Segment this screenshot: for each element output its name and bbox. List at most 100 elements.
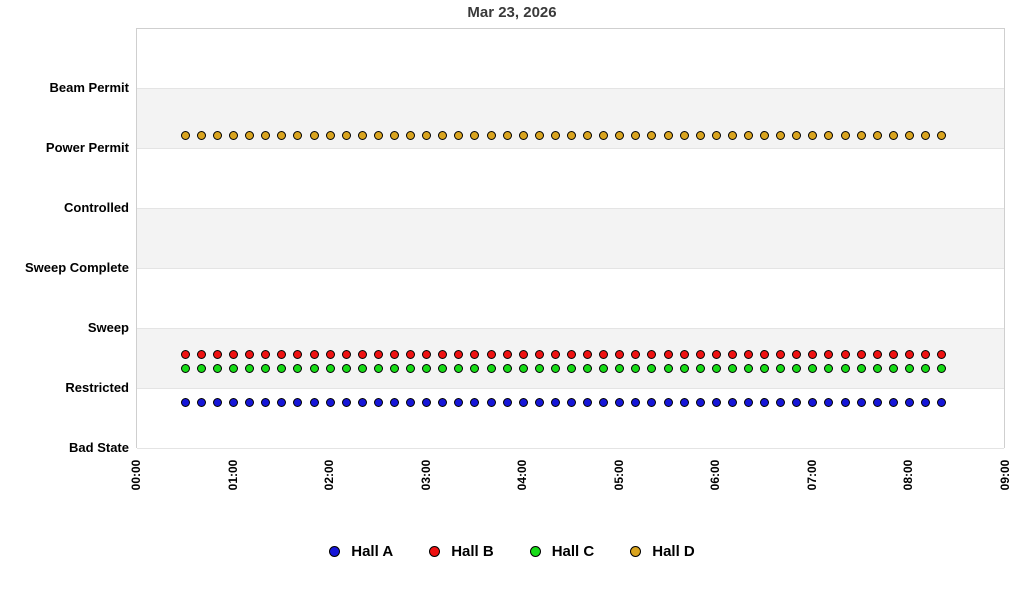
data-point-hall-b xyxy=(776,349,786,359)
data-point-hall-c xyxy=(245,363,255,373)
data-point-hall-a xyxy=(438,398,448,408)
data-point-hall-b xyxy=(373,349,383,359)
data-point-hall-b xyxy=(921,349,931,359)
y-axis-label-sweep: Sweep xyxy=(87,320,129,335)
data-point-hall-b xyxy=(470,349,480,359)
data-point-hall-d xyxy=(711,131,721,141)
data-point-hall-b xyxy=(212,349,222,359)
data-point-hall-b xyxy=(550,349,560,359)
data-point-hall-b xyxy=(406,349,416,359)
data-point-hall-d xyxy=(373,131,383,141)
data-point-hall-d xyxy=(245,131,255,141)
data-point-hall-c xyxy=(808,363,818,373)
data-point-hall-a xyxy=(904,398,914,408)
data-point-hall-b xyxy=(727,349,737,359)
data-point-hall-d xyxy=(792,131,802,141)
data-point-hall-d xyxy=(840,131,850,141)
data-point-hall-b xyxy=(454,349,464,359)
data-point-hall-c xyxy=(727,363,737,373)
data-point-hall-d xyxy=(583,131,593,141)
data-point-hall-c xyxy=(631,363,641,373)
legend-item-hall-b: Hall B xyxy=(429,543,494,560)
legend: Hall A Hall B Hall C Hall D xyxy=(0,543,1024,560)
data-point-hall-c xyxy=(277,363,287,373)
data-point-hall-c xyxy=(583,363,593,373)
data-point-hall-b xyxy=(904,349,914,359)
data-point-hall-b xyxy=(711,349,721,359)
data-point-hall-b xyxy=(937,349,947,359)
band xyxy=(137,269,1004,329)
band xyxy=(137,29,1004,89)
data-point-hall-b xyxy=(631,349,641,359)
legend-item-hall-a: Hall A xyxy=(329,543,393,560)
data-point-hall-c xyxy=(615,363,625,373)
x-axis-label-08-00: 08:00 xyxy=(901,459,916,491)
data-point-hall-d xyxy=(663,131,673,141)
y-axis-label-bad-state: Bad State xyxy=(69,440,129,455)
data-point-hall-d xyxy=(180,131,190,141)
data-point-hall-d xyxy=(599,131,609,141)
data-point-hall-d xyxy=(744,131,754,141)
data-point-hall-a xyxy=(277,398,287,408)
data-point-hall-a xyxy=(792,398,802,408)
data-point-hall-b xyxy=(647,349,657,359)
x-axis-label-01-00: 01:00 xyxy=(225,459,240,491)
data-point-hall-b xyxy=(583,349,593,359)
data-point-hall-c xyxy=(486,363,496,373)
data-point-hall-b xyxy=(277,349,287,359)
data-point-hall-c xyxy=(502,363,512,373)
data-point-hall-d xyxy=(341,131,351,141)
y-axis-label-beam-permit: Beam Permit xyxy=(49,80,129,95)
data-point-hall-b xyxy=(502,349,512,359)
data-point-hall-c xyxy=(792,363,802,373)
data-point-hall-b xyxy=(760,349,770,359)
legend-marker-hall-d xyxy=(630,546,642,557)
data-point-hall-c xyxy=(856,363,866,373)
data-point-hall-c xyxy=(534,363,544,373)
data-point-hall-a xyxy=(888,398,898,408)
data-point-hall-c xyxy=(309,363,319,373)
data-point-hall-b xyxy=(245,349,255,359)
data-point-hall-c xyxy=(904,363,914,373)
data-point-hall-c xyxy=(937,363,947,373)
data-point-hall-a xyxy=(744,398,754,408)
data-point-hall-a xyxy=(808,398,818,408)
data-point-hall-a xyxy=(373,398,383,408)
data-point-hall-b xyxy=(663,349,673,359)
data-point-hall-c xyxy=(567,363,576,373)
data-point-hall-c xyxy=(711,363,721,373)
data-point-hall-c xyxy=(647,363,657,373)
data-point-hall-a xyxy=(631,398,641,408)
data-point-hall-c xyxy=(389,363,399,373)
data-point-hall-b xyxy=(744,349,754,359)
data-point-hall-d xyxy=(229,131,239,141)
data-point-hall-a xyxy=(567,398,576,408)
data-point-hall-b xyxy=(229,349,239,359)
data-point-hall-d xyxy=(921,131,931,141)
data-point-hall-d xyxy=(486,131,496,141)
data-point-hall-b xyxy=(196,349,206,359)
data-point-hall-a xyxy=(212,398,222,408)
data-point-hall-c xyxy=(341,363,351,373)
data-point-hall-b xyxy=(567,349,576,359)
data-point-hall-a xyxy=(325,398,335,408)
data-point-hall-a xyxy=(454,398,464,408)
data-point-hall-c xyxy=(373,363,383,373)
data-point-hall-c xyxy=(196,363,206,373)
data-point-hall-b xyxy=(792,349,802,359)
data-point-hall-a xyxy=(679,398,689,408)
x-axis-label-07-00: 07:00 xyxy=(804,459,819,491)
data-point-hall-c xyxy=(422,363,432,373)
data-point-hall-a xyxy=(776,398,786,408)
legend-label-hall-c: Hall C xyxy=(551,543,595,560)
data-point-hall-c xyxy=(550,363,560,373)
x-axis-label-03-00: 03:00 xyxy=(418,459,433,491)
data-point-hall-b xyxy=(615,349,625,359)
data-point-hall-b xyxy=(824,349,834,359)
data-point-hall-d xyxy=(454,131,464,141)
data-point-hall-a xyxy=(196,398,206,408)
data-point-hall-a xyxy=(534,398,544,408)
x-axis-label-00-00: 00:00 xyxy=(129,459,143,491)
legend-marker-hall-a xyxy=(329,546,341,557)
data-point-hall-b xyxy=(486,349,496,359)
